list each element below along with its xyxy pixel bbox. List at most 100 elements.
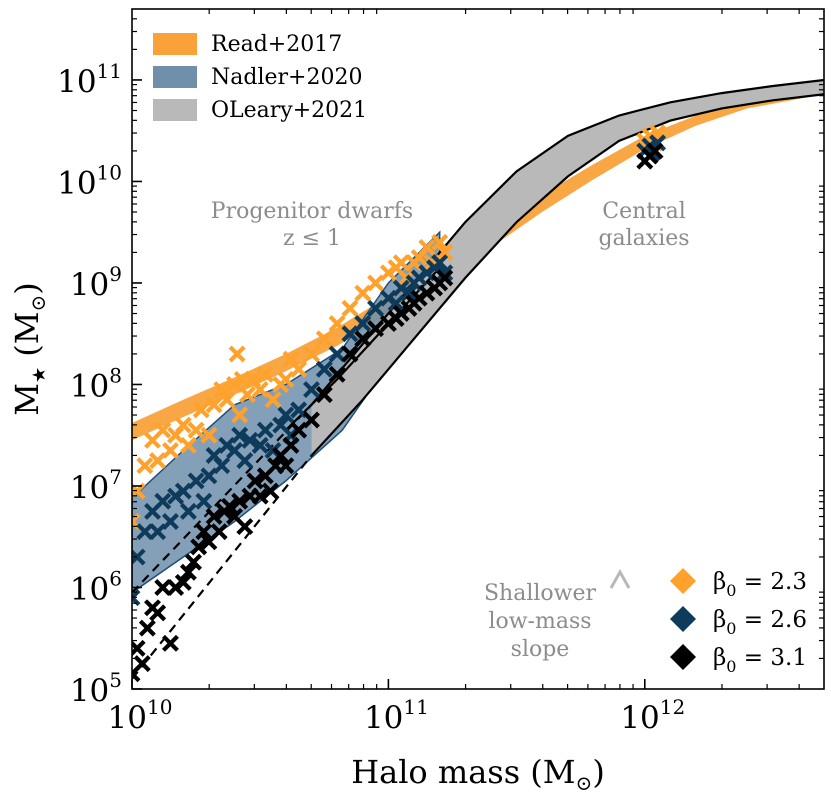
point-series2-6 <box>154 579 172 596</box>
point-series2-1 <box>132 639 146 657</box>
point-series1-27 <box>303 381 320 399</box>
point-series1-24 <box>277 406 295 424</box>
line-dashed-extension-lower <box>132 454 313 680</box>
point-series2-20 <box>231 492 249 510</box>
x-tick-label: 1012 <box>620 695 685 736</box>
point-series0-2 <box>136 457 154 475</box>
point-series2-3 <box>138 619 156 637</box>
x-axis-title: Halo mass (M⊙) <box>351 753 605 795</box>
point-series1-6 <box>161 513 179 530</box>
point-series2-23 <box>246 472 264 490</box>
point-series1-5 <box>154 492 172 510</box>
point-series2-21 <box>236 518 254 536</box>
x-tick-label: 1010 <box>108 695 173 736</box>
point-series0-13 <box>205 396 223 414</box>
point-series0-33 <box>354 284 372 302</box>
point-series1-21 <box>256 421 274 439</box>
line-OLeary-lower-solid <box>310 93 824 457</box>
point-series0-20 <box>238 386 256 404</box>
band-read-2017 <box>132 86 824 441</box>
legend-swatch <box>153 66 197 88</box>
point-series1-26 <box>290 401 308 419</box>
plot-frame <box>131 8 825 690</box>
point-series0-17 <box>228 345 246 363</box>
legend-diamond-marker <box>670 606 696 632</box>
shallower-annotation-line3: slope <box>511 637 570 662</box>
point-series2-35 <box>341 345 359 363</box>
legend-label: OLeary+2021 <box>211 98 367 123</box>
progenitor-annotation-line1: Progenitor dwarfs <box>211 199 413 224</box>
point-series1-36 <box>400 284 418 302</box>
point-series1-10 <box>187 472 205 490</box>
point-series0-8 <box>174 416 192 434</box>
point-series2-47 <box>436 269 454 287</box>
point-series1-20 <box>251 436 269 454</box>
point-series1-9 <box>179 502 197 520</box>
point-series0-0 <box>132 513 141 530</box>
point-series0-43 <box>431 233 449 251</box>
point-series1-28 <box>315 360 333 378</box>
point-series1-12 <box>200 467 218 485</box>
point-series2-18 <box>220 497 238 515</box>
point-series2-11 <box>185 553 203 571</box>
point-series0-37 <box>392 254 410 272</box>
point-series1-2 <box>136 523 154 541</box>
point-series2-34 <box>328 365 346 383</box>
shallower-annotation-line2: low-mass <box>488 609 591 634</box>
point-series2-36 <box>354 330 372 348</box>
line-dashed-extension-upper <box>132 404 313 594</box>
point-series0-11 <box>192 401 210 419</box>
shallower-annotation-line1: Shallower <box>484 581 597 606</box>
point-series2-24 <box>251 487 269 505</box>
point-series1-17 <box>231 426 249 444</box>
central-annotation-line2: galaxies <box>598 226 689 251</box>
legend-label: Read+2017 <box>211 32 342 57</box>
point-series1-29 <box>328 345 346 363</box>
legend-beta-label: β0 = 2.3 <box>713 569 807 600</box>
point-series0-15 <box>218 391 236 409</box>
point-series0-22 <box>251 381 269 399</box>
y-tick-label: 1010 <box>57 160 122 201</box>
legend-beta-label: β0 = 2.6 <box>713 607 807 638</box>
point-series0-14 <box>213 381 231 399</box>
legend-label: Nadler+2020 <box>211 65 362 90</box>
point-series2-29 <box>277 457 295 475</box>
point-series2-13 <box>195 523 213 541</box>
point-series1-30 <box>341 325 359 343</box>
point-series1-11 <box>195 492 213 510</box>
y-tick-label: 1011 <box>57 59 122 100</box>
legend-beta-label: β0 = 3.1 <box>713 645 807 676</box>
point-series1-0 <box>132 589 141 607</box>
point-series2-37 <box>367 320 385 338</box>
y-tick-label: 107 <box>70 465 122 506</box>
point-series0-12 <box>200 426 218 444</box>
legend-diamond-marker <box>670 568 696 594</box>
point-series2-10 <box>179 563 197 581</box>
point-series0-10 <box>187 421 205 439</box>
y-axis-title: M★ (M⊙) <box>8 282 50 416</box>
point-series1-19 <box>241 431 259 449</box>
point-series0-44 <box>436 244 454 261</box>
y-tick-label: 105 <box>70 668 122 709</box>
point-series2-2 <box>133 655 151 673</box>
point-series1-1 <box>132 548 146 566</box>
point-series0-23 <box>256 365 274 383</box>
y-tick-label: 108 <box>70 363 122 404</box>
point-series2-16 <box>210 523 228 541</box>
data-points <box>132 124 667 683</box>
point-series0-28 <box>290 360 308 378</box>
point-series0-32 <box>341 299 359 317</box>
legend-diamond-marker <box>670 644 696 670</box>
point-series2-15 <box>205 507 223 525</box>
point-series2-7 <box>161 634 179 652</box>
marker-legend: β0 = 2.3 β0 = 2.6 β0 = 3.1 <box>670 568 807 676</box>
legend-swatch <box>153 99 197 121</box>
point-series1-34 <box>387 294 405 312</box>
legend-swatch <box>153 33 197 55</box>
point-series1-4 <box>149 523 167 541</box>
point-series0-18 <box>231 406 249 424</box>
point-series1-14 <box>213 457 231 475</box>
point-series2-50 <box>646 142 664 160</box>
point-series0-1 <box>132 482 146 500</box>
